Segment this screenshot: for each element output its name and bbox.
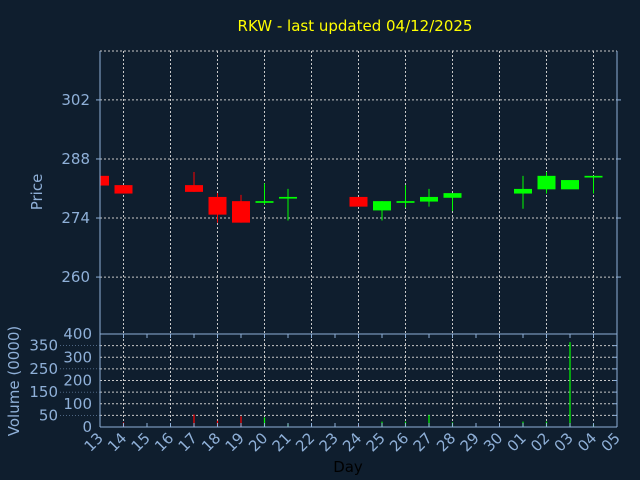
price-tick-label: 274 [61,209,90,227]
volume-tick-label: 200 [63,372,92,390]
price-tick-label: 288 [61,150,90,168]
candle-body [584,175,603,178]
x-tick-label: 14 [104,429,130,455]
x-tick-label: 21 [269,429,295,455]
x-tick-label: 15 [128,429,154,455]
candle-body [279,196,297,199]
x-tick-label: 22 [292,429,318,455]
candle-body [396,201,415,203]
x-tick-label: 24 [339,429,365,455]
candle-body [100,175,109,186]
candle-body [537,175,556,190]
candle-body [561,180,579,190]
x-tick-label: 25 [363,429,389,455]
x-tick-label: 18 [198,429,224,455]
candle-body [443,193,462,198]
price-tick-label: 302 [61,91,90,109]
candle-body [420,196,438,202]
x-tick-label: 27 [410,429,436,455]
x-tick-label: 30 [480,429,506,455]
x-tick-label: 29 [457,429,483,455]
volume-tick-label: 250 [29,360,58,378]
price-axis-label: Price [28,174,46,211]
candle-body [373,201,391,211]
candle-body [208,196,227,215]
volume-tick-label: 50 [39,406,58,424]
volume-axis-label: Volume (0000) [5,326,23,436]
x-tick-label: 26 [386,429,412,455]
chart-title: RKW - last updated 04/12/2025 [238,17,473,35]
x-tick-label: 04 [574,429,600,455]
candle-body [232,201,250,223]
price-tick-label: 260 [61,268,90,286]
x-tick-label: 05 [598,429,624,455]
x-tick-label: 03 [551,429,577,455]
candle-body [514,188,532,194]
x-tick-label: 16 [151,429,177,455]
x-tick-label: 28 [433,429,459,455]
x-tick-label: 01 [504,429,530,455]
volume-tick-label: 300 [63,348,92,366]
candle-body [114,185,133,194]
volume-tick-label: 100 [63,395,92,413]
x-tick-label: 23 [316,429,342,455]
volume-tick-label: 150 [29,383,58,401]
volume-tick-label: 0 [82,418,92,436]
x-tick-label: 17 [175,429,201,455]
x-tick-label: 19 [222,429,248,455]
x-tick-label: 20 [245,429,271,455]
volume-tick-label: 350 [29,337,58,355]
candle-body [349,196,368,207]
x-axis-label: Day [333,458,363,476]
x-tick-label: 02 [527,429,553,455]
volume-tick-label: 400 [63,325,92,343]
candle-body [255,201,274,203]
candle-body [185,185,203,192]
